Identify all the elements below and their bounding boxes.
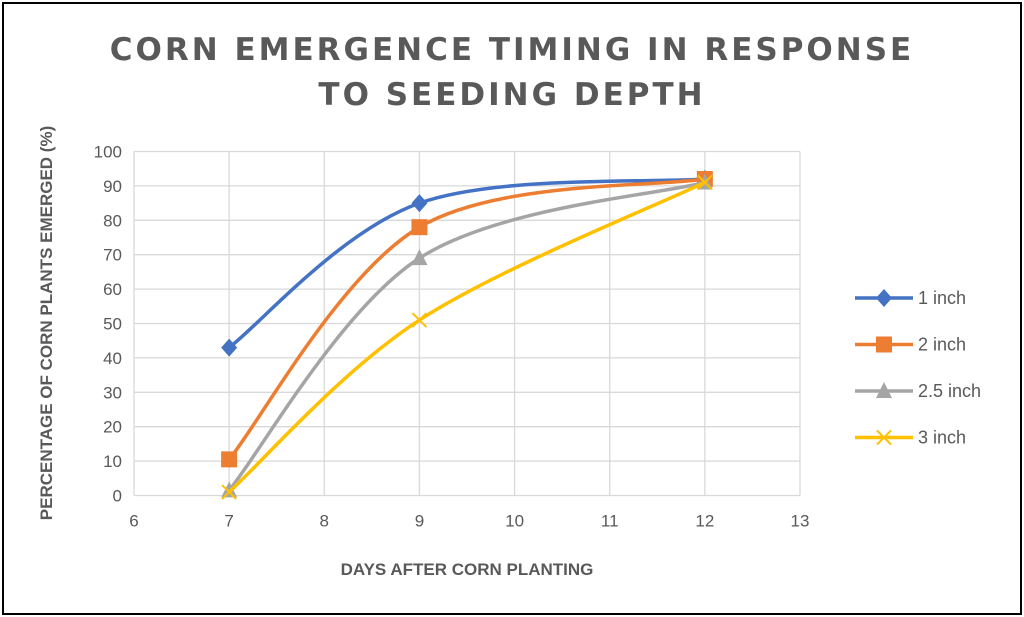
- legend-label: 1 inch: [918, 288, 966, 308]
- y-tick-label: 40: [103, 349, 122, 368]
- data-point-marker: [411, 194, 428, 213]
- chart-title-line-1: CORN EMERGENCE TIMING IN RESPONSE: [110, 32, 914, 68]
- x-tick-label: 10: [505, 512, 524, 531]
- data-point-marker: [221, 481, 238, 498]
- legend-label: 2.5 inch: [918, 381, 981, 401]
- data-point-marker: [411, 249, 428, 266]
- chart-title-line-2: TO SEEDING DEPTH: [318, 77, 705, 113]
- y-tick-label: 100: [94, 143, 122, 162]
- legend-label: 2 inch: [918, 335, 966, 355]
- legend-marker: [876, 336, 892, 353]
- data-point-marker: [221, 484, 237, 500]
- x-axis-label: DAYS AFTER CORN PLANTING: [341, 560, 594, 579]
- legend-marker: [876, 289, 892, 307]
- y-tick-label: 10: [103, 452, 122, 471]
- x-tick-label: 13: [791, 512, 810, 531]
- y-tick-label: 90: [103, 177, 122, 196]
- data-point-marker: [221, 338, 238, 357]
- y-tick-label: 50: [103, 315, 122, 334]
- y-tick-label: 30: [103, 383, 122, 402]
- data-point-marker: [411, 219, 428, 236]
- x-tick-label: 11: [601, 512, 619, 531]
- series-line-1-inch: [227, 177, 707, 350]
- x-tick-label: 8: [320, 512, 329, 531]
- x-tick-label: 9: [415, 512, 424, 531]
- x-tick-label: 6: [129, 512, 138, 531]
- y-tick-label: 0: [113, 487, 122, 506]
- legend-label: 3 inch: [918, 428, 966, 448]
- y-tick-label: 70: [103, 246, 122, 265]
- data-point-marker: [697, 174, 713, 191]
- legend-marker: [876, 382, 892, 398]
- y-tick-label: 80: [103, 211, 122, 230]
- y-axis-label: PERCENTAGE OF CORN PLANTS EMERGED (%): [37, 126, 56, 520]
- series-line-3-inch: [227, 180, 707, 494]
- y-tick-label: 60: [103, 280, 122, 299]
- data-point-marker: [411, 312, 428, 328]
- y-tick-label: 20: [103, 418, 122, 437]
- x-tick-label: 7: [224, 512, 233, 531]
- data-point-marker: [221, 451, 238, 468]
- x-tick-label: 12: [695, 512, 714, 531]
- legend-marker: [876, 429, 892, 446]
- series-line-2-inch: [227, 177, 707, 462]
- series-line-2-5-inch: [227, 180, 707, 493]
